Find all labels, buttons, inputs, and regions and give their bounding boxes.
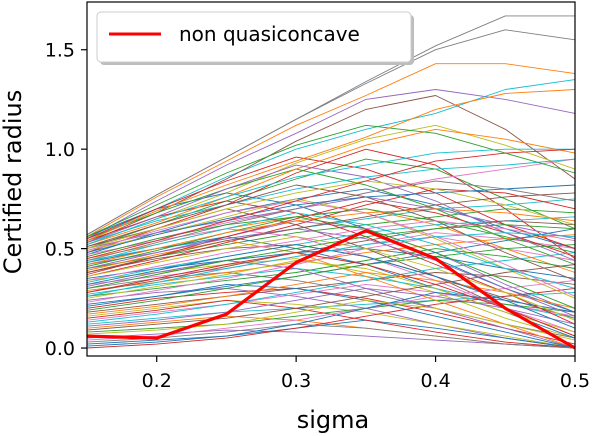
non-quasiconcave-line (86, 229, 576, 350)
background-series-line (86, 234, 576, 291)
plot-border (86, 1, 576, 357)
background-series-line (86, 188, 576, 256)
background-series-line (86, 158, 576, 250)
background-series-line (86, 148, 576, 259)
background-series-line (86, 224, 576, 289)
background-series-line (86, 128, 576, 246)
background-series-line (86, 299, 576, 341)
background-series-line (86, 180, 576, 250)
background-series-line (86, 208, 576, 265)
background-series-line (86, 208, 576, 267)
background-series-line (86, 184, 576, 254)
background-series-line (86, 264, 576, 331)
axis-ticks: 0.2 0.3 0.4 0.5 0.0 0.5 1.0 1.5 (45, 40, 590, 392)
background-series-line (86, 260, 576, 333)
x-tick-label: 0.5 (560, 370, 590, 392)
background-series-line (86, 216, 576, 283)
y-tick-label: 0.5 (45, 239, 75, 261)
background-series-line (86, 200, 576, 325)
background-series-group (86, 15, 576, 349)
background-series-line (86, 287, 576, 345)
background-series-line (86, 232, 576, 297)
background-series-line (86, 200, 576, 297)
background-series-line (86, 272, 576, 315)
plot-frame (86, 1, 576, 357)
background-series-line (86, 244, 576, 311)
background-series-line (86, 248, 576, 297)
background-series-line (86, 319, 576, 349)
background-series-line (86, 200, 576, 275)
x-axis-label: sigma (297, 406, 370, 434)
background-series-line (86, 124, 576, 246)
background-series-line (86, 220, 576, 281)
background-series-line (86, 329, 576, 349)
background-series-line (86, 228, 576, 317)
background-series-line (86, 156, 576, 250)
background-series-line (86, 192, 576, 273)
background-series-line (86, 299, 576, 349)
background-series-line (86, 29, 576, 236)
y-tick-label: 1.5 (45, 40, 75, 62)
background-series-line (86, 252, 576, 337)
background-series-line (86, 148, 575, 246)
background-series-line (86, 212, 576, 289)
background-series-line (86, 258, 576, 339)
y-tick-label: 0.0 (45, 338, 75, 360)
background-series-line (86, 79, 576, 242)
background-series-line (86, 63, 576, 238)
background-series-line (86, 236, 576, 303)
y-axis-label: Certified radius (0, 90, 27, 274)
background-series-line (86, 208, 576, 269)
background-series-line (86, 323, 576, 349)
highlight-series-group (86, 229, 576, 350)
background-series-line (86, 89, 576, 242)
background-series-line (86, 287, 576, 327)
background-series-line (86, 287, 576, 349)
background-series-line (86, 252, 576, 323)
background-series-line (86, 95, 576, 244)
background-series-line (86, 148, 576, 260)
x-tick-label: 0.3 (281, 370, 311, 392)
x-tick-label: 0.2 (142, 370, 172, 392)
background-series-line (86, 283, 576, 321)
legend-box (96, 11, 412, 63)
y-tick-label: 1.0 (45, 139, 75, 161)
x-tick-label: 0.4 (420, 370, 450, 392)
legend-label: non quasiconcave (179, 22, 360, 46)
background-series-line (86, 315, 576, 349)
background-series-line (86, 89, 576, 240)
background-series-line (86, 188, 576, 277)
legend: non quasiconcave (96, 11, 414, 65)
